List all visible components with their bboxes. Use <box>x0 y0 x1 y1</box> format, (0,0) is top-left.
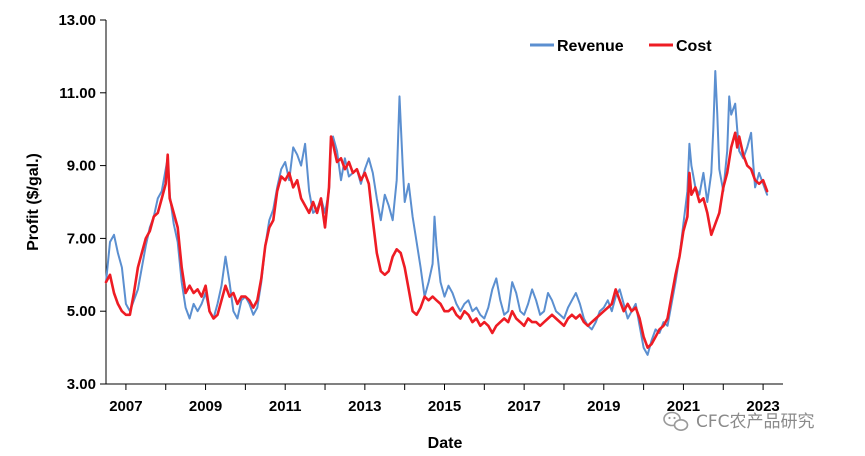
y-tick-label: 13.00 <box>58 12 96 29</box>
y-axis: 3.00 5.00 7.00 9.00 11.00 13.00 <box>58 12 107 393</box>
series-line-revenue <box>105 70 769 356</box>
x-tick-label: 2009 <box>189 398 222 415</box>
series-group <box>104 70 769 356</box>
x-tick-label: 2021 <box>667 398 700 415</box>
y-tick-label: 9.00 <box>67 158 96 175</box>
series-line-cost <box>104 131 769 349</box>
watermark-text: CFC农产品研究 <box>696 412 815 432</box>
x-axis: 2007 2009 2011 2013 2015 2017 2019 2021 2023 <box>106 383 783 415</box>
legend-label-revenue: Revenue <box>557 38 624 55</box>
x-axis-title: Date <box>428 435 463 452</box>
wechat-icon <box>663 411 689 431</box>
x-tick-label: 2019 <box>587 398 620 415</box>
x-tick-label: 2011 <box>269 398 302 415</box>
y-tick-label: 3.00 <box>67 376 96 393</box>
legend: Revenue Cost <box>530 38 712 55</box>
y-tick-label: 7.00 <box>67 230 96 247</box>
x-tick-label: 2013 <box>348 398 381 415</box>
y-tick-label: 11.00 <box>59 85 96 102</box>
y-axis-title: Profit ($/gal.) <box>25 153 42 251</box>
watermark: CFC农产品研究 <box>663 411 815 432</box>
x-tick-label: 2015 <box>428 398 461 415</box>
y-tick-label: 5.00 <box>67 303 96 320</box>
x-tick-label: 2023 <box>746 398 779 415</box>
x-tick-label: 2017 <box>507 398 540 415</box>
x-tick-label: 2007 <box>109 398 142 415</box>
legend-label-cost: Cost <box>676 38 712 55</box>
